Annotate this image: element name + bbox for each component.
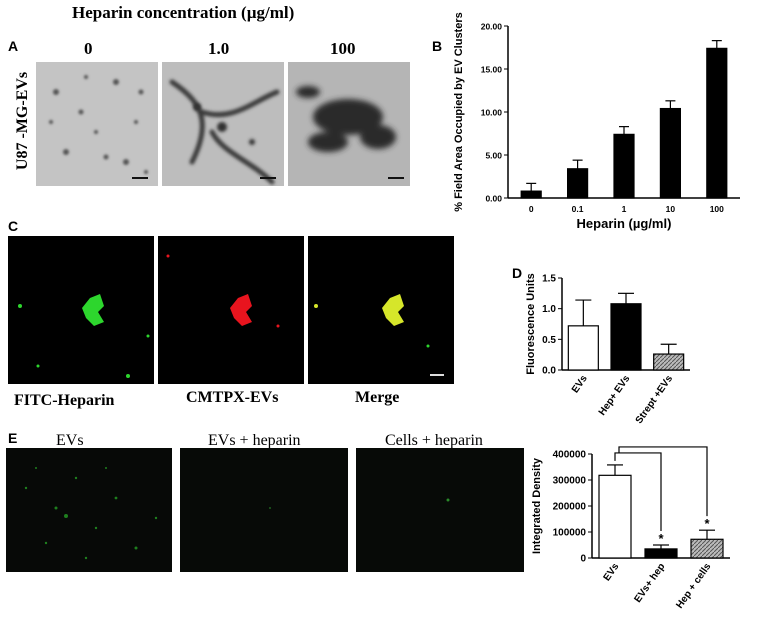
bar (690, 538, 724, 559)
panel-b-letter: B (432, 38, 443, 54)
bar (653, 353, 685, 371)
chart-e: 0 100000 200000 300000 400000 Integrated Dens… (531, 446, 730, 611)
y-axis-label: Integrated Density (531, 457, 543, 554)
y-axis-label: % Field Area Occupied by EV Clusters (453, 12, 465, 212)
y-tick-label: 0.5 (542, 335, 556, 346)
y-tick-label: 0 (580, 554, 586, 565)
bar (613, 133, 635, 199)
y-tick-label: 15.00 (481, 65, 503, 75)
bar (520, 190, 542, 199)
chart-b: 0.00 5.00 10.00 15.00 20.00 % Field Area Occu… (453, 12, 740, 231)
x-tick-label: 100 (710, 204, 724, 214)
column-label-2: 100 (330, 39, 356, 58)
y-tick-label: 0.0 (542, 366, 556, 377)
y-tick-label: 1.0 (542, 304, 556, 315)
tem-image-2 (288, 62, 410, 186)
y-tick-label: 200000 (553, 502, 587, 513)
x-tick-label: 0 (529, 204, 534, 214)
y-tick-label: 300000 (553, 476, 587, 487)
x-tick-label: 1 (622, 204, 627, 214)
bar (659, 107, 681, 199)
merge-image (308, 236, 454, 384)
label-fitc-heparin: FITC-Heparin (14, 392, 115, 409)
evs-fluorescence-image (6, 448, 172, 572)
x-tick-label: EVs (602, 561, 622, 583)
y-tick-label: 5.00 (485, 151, 502, 161)
heparin-concentration-header: Heparin concentration (µg/ml) (72, 3, 295, 22)
panel-d-letter: D (512, 265, 523, 281)
significance-star: * (658, 531, 664, 546)
panel-c-letter: C (8, 218, 19, 234)
x-axis-label: Heparin (µg/ml) (577, 216, 672, 231)
row-label-u87: U87 -MG-EVs (14, 71, 31, 171)
x-tick-label: EVs+ hep (632, 561, 667, 604)
x-tick-label: Strept +EVs (634, 373, 676, 426)
y-axis-label: Fluorescence Units (525, 273, 537, 374)
column-label-1: 1.0 (208, 39, 230, 58)
bar (567, 325, 599, 371)
bar (598, 474, 632, 559)
x-tick-label: Hep + cells (674, 561, 713, 611)
chart-d: 0.0 0.5 1.0 1.5 Fluorescence Units EVs Hep+ EV… (525, 273, 690, 426)
y-tick-label: 0.00 (485, 194, 502, 204)
panel-a-letter: A (8, 38, 19, 54)
y-tick-label: 20.00 (481, 22, 503, 32)
tem-image-1 (162, 62, 284, 186)
bar (610, 303, 642, 371)
x-tick-label: EVs (570, 373, 590, 395)
significance-bracket (618, 446, 708, 517)
x-tick-label: 0.1 (572, 204, 584, 214)
y-tick-label: 1.5 (542, 274, 556, 285)
y-tick-label: 400000 (553, 450, 587, 461)
significance-bracket (614, 452, 662, 531)
bar (644, 548, 678, 559)
tem-image-0 (36, 62, 158, 186)
bar (566, 168, 589, 199)
evs-heparin-fluorescence-image (180, 448, 348, 572)
column-label-0: 0 (84, 39, 93, 58)
x-tick-label: Hep+ EVs (597, 373, 633, 418)
y-tick-label: 100000 (553, 528, 587, 539)
x-tick-label: 10 (666, 204, 676, 214)
label-merge: Merge (355, 389, 400, 406)
bar (706, 47, 728, 199)
label-evs-heparin: EVs + heparin (208, 432, 301, 449)
label-cmtpx-evs: CMTPX-EVs (186, 389, 279, 406)
label-evs: EVs (56, 432, 84, 449)
fitc-heparin-image (8, 236, 154, 384)
significance-star: * (704, 516, 710, 531)
cmtpx-evs-image (158, 236, 304, 384)
label-cells-heparin: Cells + heparin (385, 432, 483, 449)
cells-heparin-fluorescence-image (356, 448, 524, 572)
panel-e-letter: E (8, 430, 18, 446)
y-tick-label: 10.00 (481, 108, 503, 118)
